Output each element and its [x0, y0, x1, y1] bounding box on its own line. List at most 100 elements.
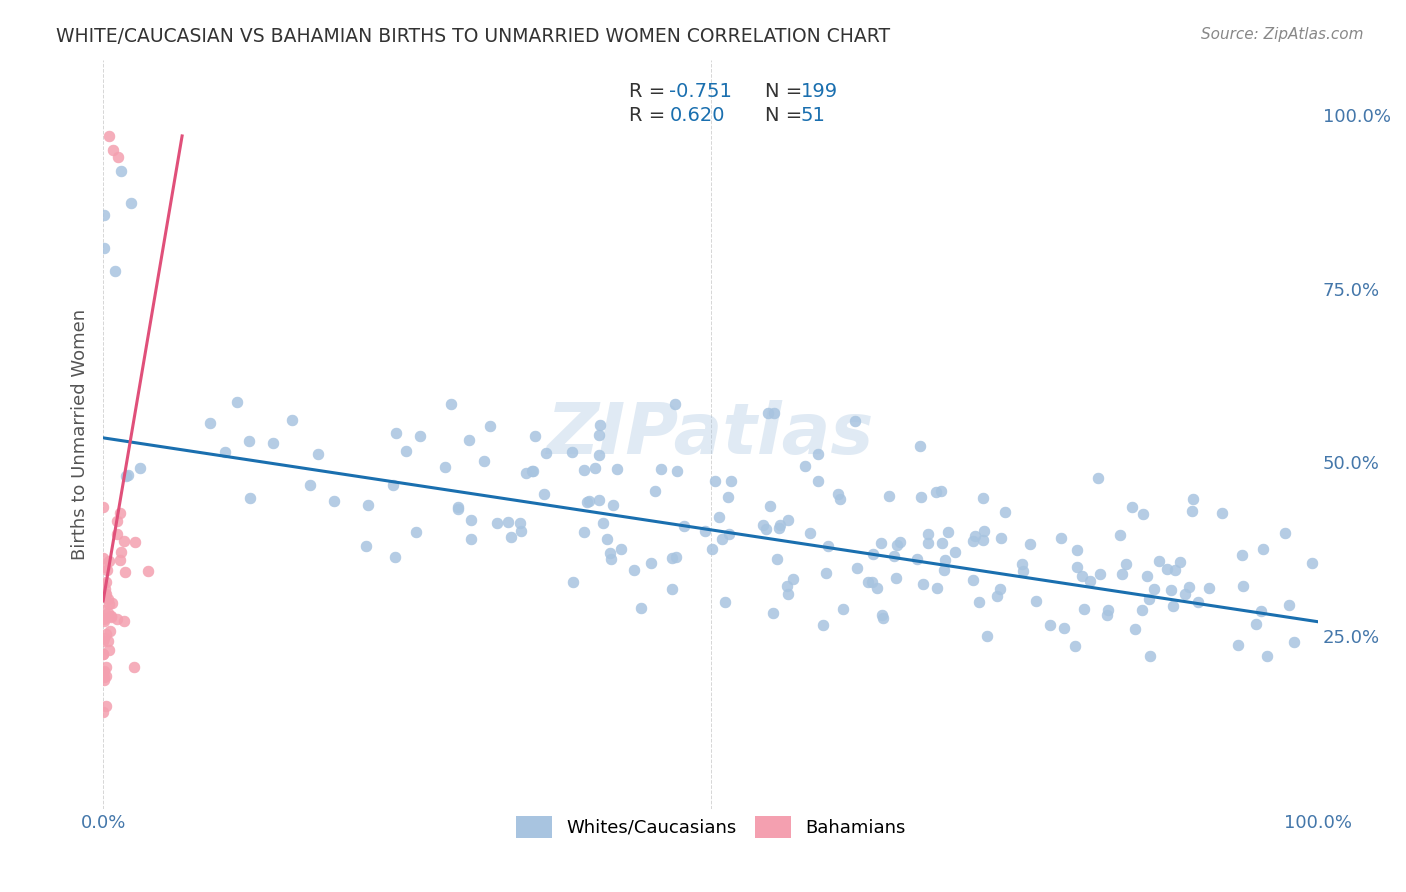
Point [1256, 649, 1278, 664]
Point [1250, 604, 1272, 618]
Point [672, 519, 695, 533]
Point [768, 521, 790, 535]
Point [1071, 569, 1094, 583]
Point [91, 611, 114, 625]
Point [1161, 599, 1184, 613]
Point [883, 549, 905, 563]
Point [932, 563, 955, 577]
Point [976, 629, 998, 643]
Point [509, 516, 531, 531]
Point [912, 576, 935, 591]
Point [115, 468, 138, 483]
Point [1121, 500, 1143, 515]
Point [94, 559, 117, 574]
Point [661, 582, 683, 596]
Point [561, 445, 583, 459]
Point [776, 514, 799, 528]
Point [1078, 574, 1101, 588]
Point [93, 577, 115, 591]
Point [845, 560, 868, 574]
Point [592, 516, 614, 530]
Point [917, 527, 939, 541]
Text: 0.620: 0.620 [669, 106, 725, 125]
Point [720, 474, 742, 488]
Point [886, 538, 908, 552]
Point [1147, 554, 1170, 568]
Point [91, 665, 114, 680]
Point [97, 597, 120, 611]
Point [94, 588, 117, 602]
Point [988, 582, 1011, 596]
Point [782, 572, 804, 586]
Point [1073, 601, 1095, 615]
Point [105, 527, 128, 541]
Point [623, 563, 645, 577]
Point [101, 143, 124, 157]
Point [794, 459, 817, 474]
Point [405, 525, 427, 540]
Point [766, 552, 789, 566]
Point [1156, 562, 1178, 576]
Point [1130, 603, 1153, 617]
Point [602, 498, 624, 512]
Point [575, 495, 598, 509]
Point [498, 516, 520, 530]
Point [752, 517, 775, 532]
Point [1095, 608, 1118, 623]
Point [214, 445, 236, 459]
Point [515, 467, 537, 481]
Point [1274, 526, 1296, 541]
Text: N =: N = [765, 81, 808, 101]
Text: ZIPatlas: ZIPatlas [547, 400, 875, 469]
Point [1230, 548, 1253, 562]
Point [1132, 508, 1154, 522]
Point [97, 634, 120, 648]
Point [936, 525, 959, 540]
Point [640, 556, 662, 570]
Point [356, 539, 378, 553]
Point [644, 484, 666, 499]
Point [799, 526, 821, 541]
Point [561, 574, 583, 589]
Text: R =: R = [630, 106, 672, 125]
Point [100, 608, 122, 623]
Point [994, 505, 1017, 519]
Point [1139, 648, 1161, 663]
Point [522, 464, 544, 478]
Point [815, 566, 838, 580]
Point [105, 611, 128, 625]
Point [94, 574, 117, 589]
Point [1232, 579, 1254, 593]
Point [1115, 558, 1137, 572]
Point [990, 531, 1012, 545]
Point [100, 610, 122, 624]
Point [472, 454, 495, 468]
Point [588, 417, 610, 432]
Point [596, 532, 619, 546]
Point [101, 595, 124, 609]
Point [1251, 541, 1274, 556]
Point [97, 643, 120, 657]
Point [91, 634, 114, 648]
Point [409, 429, 432, 443]
Point [973, 524, 995, 538]
Point [962, 533, 984, 548]
Point [110, 544, 132, 558]
Point [583, 461, 606, 475]
Point [1284, 634, 1306, 648]
Point [460, 532, 482, 546]
Point [574, 463, 596, 477]
Point [91, 647, 114, 661]
Point [238, 434, 260, 449]
Point [588, 428, 610, 442]
Point [969, 595, 991, 609]
Point [522, 464, 544, 478]
Point [94, 582, 117, 596]
Point [97, 606, 120, 620]
Point [661, 550, 683, 565]
Point [860, 574, 883, 589]
Point [1111, 566, 1133, 581]
Point [93, 632, 115, 646]
Point [811, 617, 834, 632]
Text: WHITE/CAUCASIAN VS BAHAMIAN BIRTHS TO UNMARRIED WOMEN CORRELATION CHART: WHITE/CAUCASIAN VS BAHAMIAN BIRTHS TO UN… [56, 27, 890, 45]
